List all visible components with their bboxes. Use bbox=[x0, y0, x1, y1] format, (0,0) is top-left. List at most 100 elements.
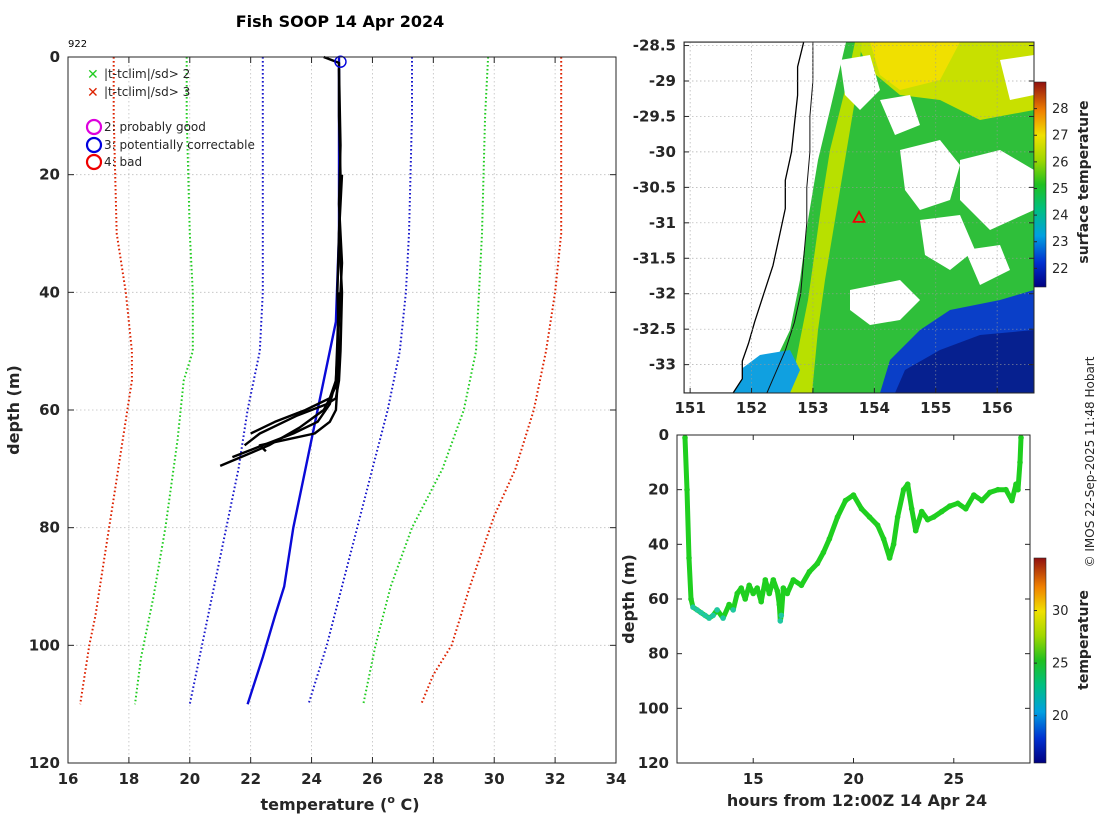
ts-point bbox=[730, 607, 736, 613]
legend-cross2-label: |t-tclim|/sd> 2 bbox=[104, 67, 190, 81]
series-clim+3sd bbox=[420, 57, 563, 705]
ts-point bbox=[908, 506, 915, 512]
ts-point bbox=[963, 506, 969, 512]
ts-ytick-label: 0 bbox=[659, 426, 669, 444]
series-clim+2sd bbox=[362, 56, 490, 705]
ts-point bbox=[778, 612, 785, 619]
timeseries-ylabel: depth (m) bbox=[619, 554, 638, 644]
ts-point bbox=[726, 601, 732, 608]
sst-cb-tick-label: 27 bbox=[1052, 129, 1069, 144]
profile-xtick-label: 18 bbox=[118, 770, 139, 788]
ts-point bbox=[714, 607, 720, 613]
ts-point bbox=[698, 609, 704, 616]
sst-colorbar bbox=[1034, 82, 1046, 287]
sst-cb-tick-label: 23 bbox=[1052, 235, 1069, 250]
ts-point bbox=[790, 577, 797, 583]
map-xtick-label: 152 bbox=[736, 399, 767, 417]
timeseries-track bbox=[682, 434, 1024, 624]
ts-point bbox=[754, 585, 760, 591]
profile-title: Fish SOOP 14 Apr 2024 bbox=[236, 12, 445, 31]
ts-point bbox=[688, 596, 694, 602]
legend-cross2-marker: ✕ bbox=[87, 67, 99, 83]
ts-point bbox=[971, 492, 977, 498]
legend-flag3-label: 3: potentially correctable bbox=[104, 138, 255, 152]
ts-point bbox=[762, 577, 769, 583]
ts-point bbox=[684, 486, 690, 493]
legend-flag2-marker bbox=[85, 118, 103, 136]
temp-colorbar-frame bbox=[1033, 557, 1047, 764]
map-grid bbox=[684, 42, 1034, 393]
sst-colorbar-label: surface temperature bbox=[1076, 100, 1092, 263]
legend-flag4-label: 4: bad bbox=[104, 155, 142, 169]
ts-point bbox=[734, 590, 740, 597]
ts-point bbox=[750, 590, 756, 597]
cloud-patch bbox=[965, 245, 1010, 285]
sst-cb-tick-label: 28 bbox=[1052, 102, 1069, 117]
temp-colorbar-ticks: 20 25 30 bbox=[1034, 604, 1069, 724]
ts-point bbox=[886, 555, 893, 561]
cloud-patch bbox=[800, 42, 846, 70]
cloud-patch bbox=[1000, 55, 1034, 100]
profile-xlabel-main: temperature ( bbox=[260, 795, 387, 814]
profile-legend: ✕ |t-tclim|/sd> 2 ✕ |t-tclim|/sd> 3 2: p… bbox=[85, 67, 255, 171]
profile-series bbox=[79, 55, 563, 705]
profile-ylabel: depth (m) bbox=[4, 365, 23, 455]
series-profile-5 bbox=[258, 351, 341, 453]
legend-flag4-marker bbox=[85, 153, 103, 171]
ts-ytick-label: 100 bbox=[638, 699, 669, 717]
ts-point bbox=[784, 590, 791, 597]
sst-cold-south bbox=[895, 330, 1034, 393]
profile-ytick-label: 80 bbox=[39, 519, 60, 537]
ts-point bbox=[710, 612, 716, 619]
ts-point bbox=[814, 560, 821, 567]
profile-plot-area bbox=[68, 57, 616, 763]
ts-point bbox=[880, 536, 887, 542]
cloud-patches bbox=[800, 42, 1034, 325]
ts-point bbox=[702, 612, 708, 619]
temp-cb-tick-label: 20 bbox=[1052, 709, 1069, 724]
ts-point bbox=[874, 522, 881, 528]
map-xtick-label: 154 bbox=[859, 399, 890, 417]
map-xtick-label: 151 bbox=[674, 399, 705, 417]
sst-warm-shelf bbox=[760, 42, 1034, 393]
profile-xtick-label: 22 bbox=[240, 770, 261, 788]
ts-xtick-label: 25 bbox=[943, 770, 964, 788]
map-xtick-label: 153 bbox=[797, 399, 828, 417]
ts-point bbox=[842, 497, 849, 504]
sst-coastal-cool bbox=[730, 350, 800, 393]
map-ytick-label: -29 bbox=[649, 72, 676, 90]
ts-point bbox=[694, 607, 700, 613]
profile-panel: 16 18 20 22 24 26 28 30 32 34 0 20 40 60 80 100 120 Fish… bbox=[4, 12, 626, 814]
profile-xtick-label: 20 bbox=[179, 770, 200, 788]
profile-ytick-label: 40 bbox=[39, 283, 60, 301]
timeseries-plot-area bbox=[677, 435, 1030, 763]
profile-xtick-label: 26 bbox=[362, 770, 383, 788]
sst-colorbar-frame bbox=[1033, 81, 1047, 288]
sst-hot-north bbox=[870, 42, 960, 90]
ts-ytick-label: 60 bbox=[648, 590, 669, 608]
ts-point bbox=[850, 492, 857, 498]
map-ytick-label: -32.5 bbox=[633, 320, 676, 338]
credit-text: © IMOS 22-Sep-2025 11:48 Hobart bbox=[1083, 356, 1097, 567]
ts-point bbox=[1018, 434, 1024, 441]
map-ytick-label: -29.5 bbox=[633, 107, 676, 125]
profile-ticks: 16 18 20 22 24 26 28 30 32 34 0 20 40 60 80 100 120 bbox=[29, 48, 627, 788]
ts-point bbox=[904, 481, 911, 488]
ts-point bbox=[706, 615, 712, 621]
cloud-patch bbox=[920, 215, 975, 270]
sst-cb-tick-label: 24 bbox=[1052, 209, 1069, 224]
ts-point bbox=[766, 590, 773, 597]
profile-xtick-label: 24 bbox=[301, 770, 322, 788]
ts-point bbox=[912, 527, 919, 534]
profile-xtick-label: 28 bbox=[423, 770, 444, 788]
map-ticks: 151 152 153 154 155 156 -28.5 -29 -29.5 -30 -30.5 -… bbox=[633, 37, 1034, 417]
ts-ytick-label: 20 bbox=[648, 481, 669, 499]
coastline bbox=[684, 42, 805, 393]
ts-point bbox=[955, 500, 961, 507]
map-ytick-label: -30 bbox=[649, 143, 676, 161]
map-xtick-label: 156 bbox=[982, 399, 1013, 417]
ts-point bbox=[939, 508, 945, 515]
ts-xtick-label: 15 bbox=[743, 770, 764, 788]
cloud-patch bbox=[880, 95, 920, 135]
